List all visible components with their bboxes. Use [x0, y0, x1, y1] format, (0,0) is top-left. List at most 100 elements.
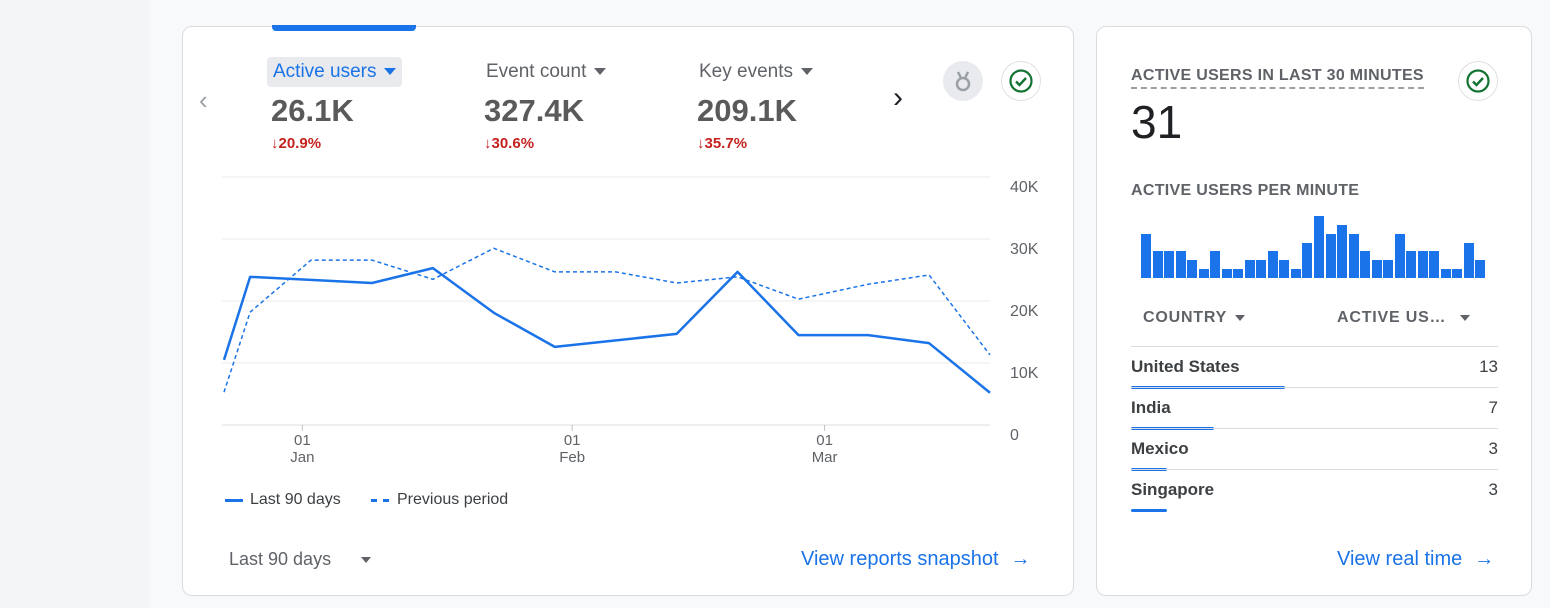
- per-minute-bar[interactable]: [1244, 260, 1255, 278]
- per-minute-bar[interactable]: [1337, 224, 1348, 278]
- per-minute-bar[interactable]: [1314, 216, 1325, 278]
- metric-value: 26.1K: [271, 93, 354, 128]
- per-minute-bar[interactable]: [1152, 251, 1163, 278]
- check-status-icon[interactable]: [1458, 61, 1498, 101]
- country-row[interactable]: Mexico 3: [1131, 428, 1498, 471]
- arrow-right-icon: →: [1010, 548, 1031, 570]
- per-minute-bar[interactable]: [1440, 269, 1451, 278]
- y-tick-label: 0: [1010, 427, 1019, 444]
- per-minute-bar[interactable]: [1475, 260, 1486, 278]
- prev-arrow-button[interactable]: ‹: [199, 85, 208, 115]
- metric-change: ↓35.7%: [697, 135, 748, 152]
- country-row[interactable]: India 7: [1131, 387, 1498, 430]
- per-minute-bar[interactable]: [1348, 233, 1359, 278]
- per-minute-title: ACTIVE USERS PER MINUTE: [1131, 182, 1360, 199]
- per-minute-bar[interactable]: [1267, 251, 1278, 278]
- metric-active-users[interactable]: Active users 26.1K ↓20.9%: [267, 57, 403, 152]
- metric-selector[interactable]: Event count: [480, 57, 612, 87]
- legend-previous-period: Previous period: [371, 491, 508, 509]
- per-minute-bar[interactable]: [1417, 251, 1428, 278]
- realtime-title[interactable]: ACTIVE USERS IN LAST 30 MINUTES: [1131, 67, 1424, 89]
- metric-value: 209.1K: [697, 93, 797, 128]
- country-name: United States: [1131, 357, 1240, 376]
- per-minute-bar[interactable]: [1290, 269, 1301, 278]
- per-minute-bar[interactable]: [1175, 251, 1186, 278]
- per-minute-bar[interactable]: [1256, 260, 1267, 278]
- x-tick-group: 01 Mar: [805, 432, 845, 466]
- x-tick-month: Jan: [290, 449, 315, 466]
- per-minute-bar[interactable]: [1452, 269, 1463, 278]
- next-arrow-button[interactable]: ›: [893, 81, 903, 114]
- per-minute-bar[interactable]: [1429, 251, 1440, 278]
- x-tick-label: 01: [816, 432, 833, 449]
- insights-badge-icon[interactable]: [943, 61, 983, 101]
- country-column-header[interactable]: COUNTRY: [1143, 309, 1246, 327]
- metric-change: ↓20.9%: [271, 135, 322, 152]
- per-minute-bar[interactable]: [1233, 269, 1244, 278]
- metric-selector[interactable]: Active users: [267, 57, 403, 87]
- per-minute-bar[interactable]: [1279, 260, 1290, 278]
- y-tick-label: 30K: [1010, 241, 1039, 258]
- date-range-dropdown[interactable]: Last 90 days: [229, 549, 372, 570]
- check-status-icon[interactable]: [1001, 61, 1041, 101]
- country-row[interactable]: Singapore 3: [1131, 469, 1498, 512]
- per-minute-bar[interactable]: [1164, 251, 1175, 278]
- metric-label: Active users: [273, 61, 377, 82]
- caret-down-icon: [801, 68, 813, 76]
- country-users: 7: [1488, 398, 1498, 417]
- caret-down-icon: [1235, 315, 1246, 321]
- per-minute-bar[interactable]: [1221, 269, 1232, 278]
- metric-label: Key events: [699, 61, 793, 82]
- caret-down-icon: [361, 556, 372, 563]
- y-tick-label: 10K: [1010, 365, 1039, 382]
- metric-label: Event count: [486, 61, 587, 82]
- per-minute-bar[interactable]: [1187, 260, 1198, 278]
- country-users: 3: [1488, 480, 1498, 499]
- x-tick-month: Mar: [811, 449, 838, 466]
- caret-down-icon: [594, 68, 607, 76]
- per-minute-bar[interactable]: [1406, 251, 1417, 278]
- country-users: 3: [1488, 439, 1498, 458]
- per-minute-bar[interactable]: [1371, 260, 1382, 278]
- realtime-card: ACTIVE USERS IN LAST 30 MINUTES 31 ACTIV…: [1096, 26, 1532, 596]
- x-tick-group: 01 Jan: [282, 432, 322, 466]
- per-minute-bar[interactable]: [1463, 242, 1474, 278]
- caret-down-icon: [1460, 315, 1471, 321]
- metric-selector[interactable]: Key events: [693, 57, 819, 87]
- metric-event-count[interactable]: Event count 327.4K ↓30.6%: [480, 57, 612, 152]
- per-minute-bar[interactable]: [1383, 260, 1394, 278]
- country-name: Singapore: [1131, 480, 1215, 499]
- series-line-last-90-days: [222, 266, 991, 394]
- legend-last-90-days: Last 90 days: [225, 491, 341, 509]
- x-tick-label: 01: [563, 432, 581, 449]
- active-users-column-header[interactable]: ACTIVE US…: [1337, 309, 1471, 327]
- selected-tab-indicator: [272, 25, 416, 31]
- overview-card: ‹ Active users 26.1K ↓20.9% Event count …: [182, 25, 1074, 596]
- solid-line-swatch: [225, 498, 243, 502]
- country-users: 13: [1479, 357, 1498, 376]
- country-name: India: [1131, 398, 1171, 417]
- per-minute-bar-chart: [1141, 212, 1487, 278]
- per-minute-bar[interactable]: [1325, 233, 1336, 278]
- per-minute-bar[interactable]: [1198, 269, 1209, 278]
- country-row[interactable]: United States 13: [1131, 346, 1498, 389]
- dashed-line-swatch: [371, 498, 389, 502]
- per-minute-bar[interactable]: [1302, 242, 1313, 278]
- arrow-right-icon: →: [1474, 548, 1495, 570]
- country-share-bar: [1131, 509, 1167, 512]
- metric-value: 327.4K: [484, 93, 584, 128]
- left-sidebar-area: [0, 0, 150, 608]
- per-minute-bar[interactable]: [1210, 251, 1221, 278]
- x-tick-group: 01 Feb: [552, 432, 592, 466]
- view-real-time-link[interactable]: View real time →: [1337, 548, 1495, 570]
- view-reports-snapshot-link[interactable]: View reports snapshot →: [801, 548, 1031, 570]
- y-tick-label: 20K: [1010, 303, 1039, 320]
- per-minute-bar[interactable]: [1394, 233, 1405, 278]
- realtime-value: 31: [1131, 96, 1183, 148]
- metric-key-events[interactable]: Key events 209.1K ↓35.7%: [693, 57, 819, 152]
- x-tick-label: 01: [293, 432, 311, 449]
- per-minute-bar[interactable]: [1141, 233, 1152, 278]
- per-minute-bar[interactable]: [1360, 251, 1371, 278]
- country-name: Mexico: [1131, 439, 1189, 458]
